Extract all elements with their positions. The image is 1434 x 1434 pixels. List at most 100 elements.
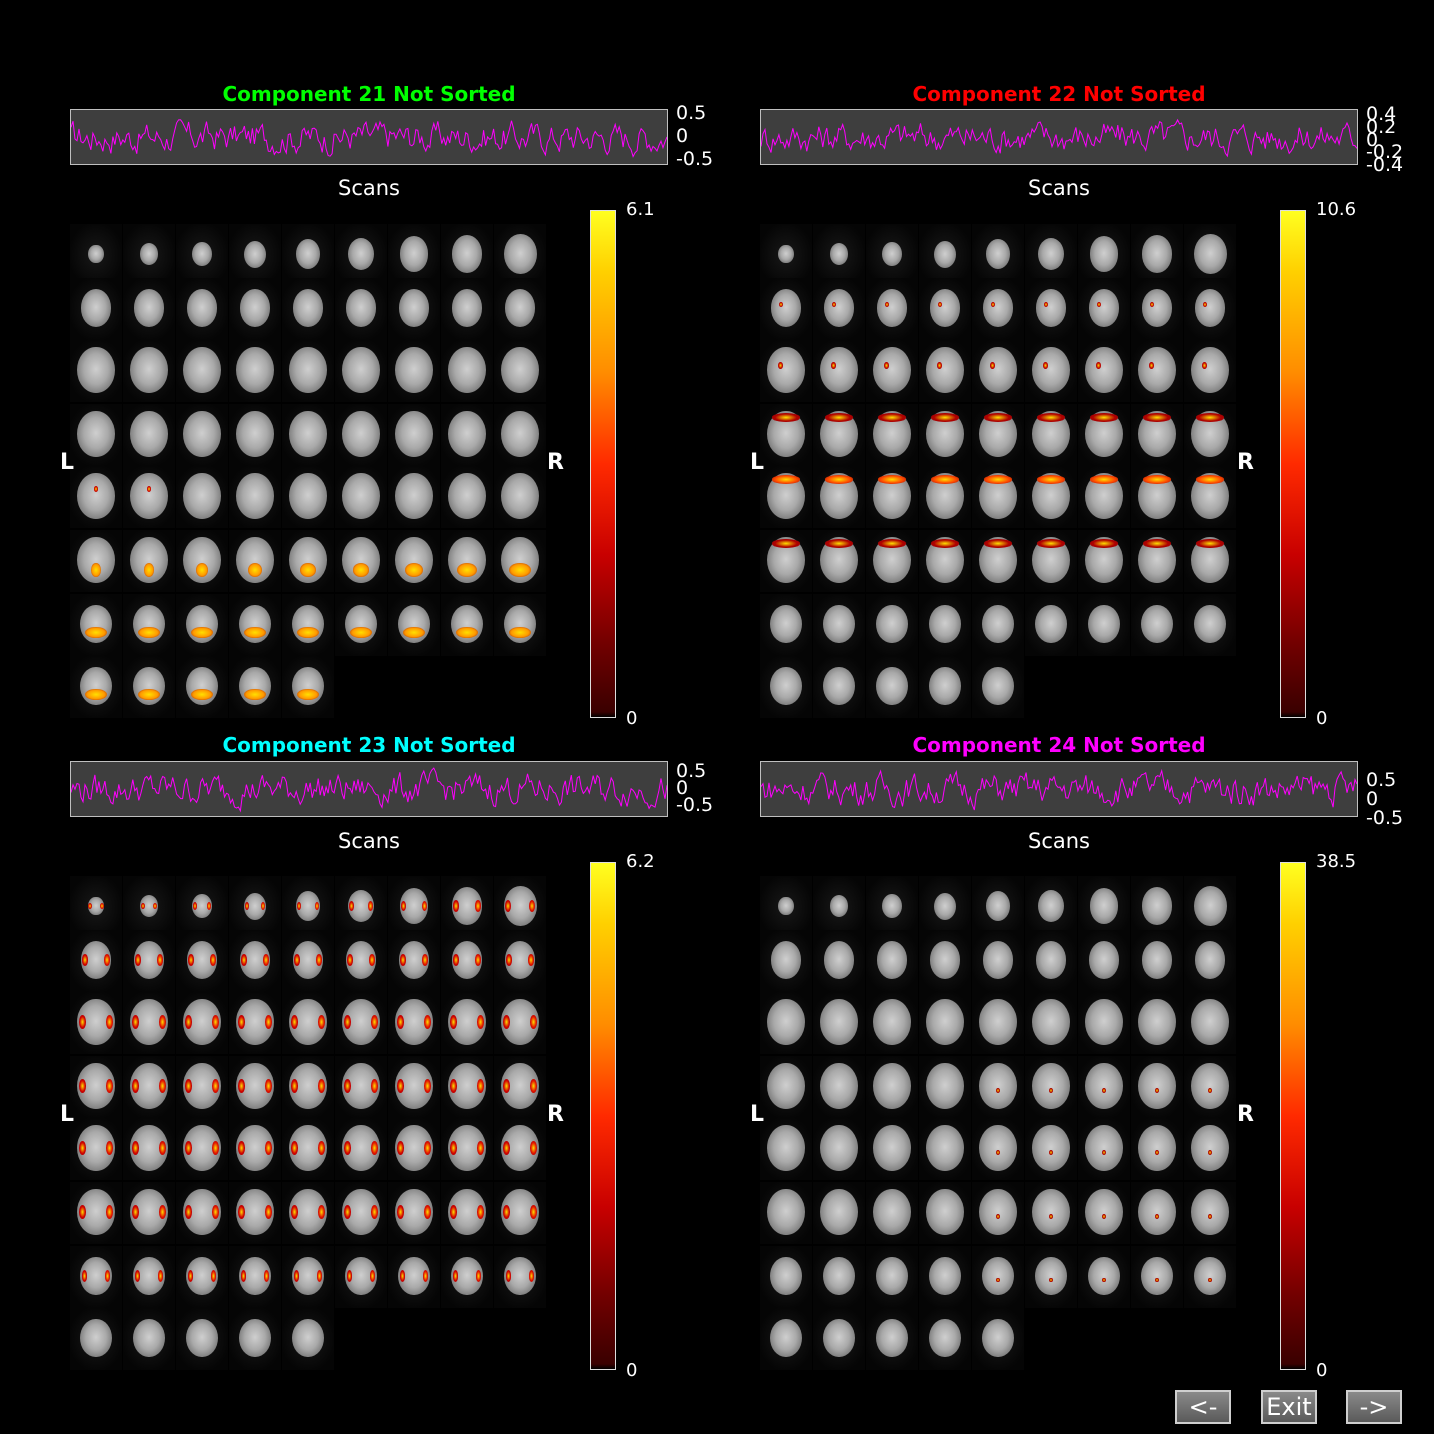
brain-tissue (873, 1189, 911, 1235)
timecourse-plot[interactable] (70, 761, 668, 817)
brain-slice (919, 1308, 971, 1370)
brain-slice (919, 278, 971, 340)
brain-tissue (501, 347, 539, 393)
brain-tissue (342, 347, 380, 393)
timecourse-plot[interactable] (760, 761, 1358, 817)
activation-blob (475, 900, 481, 912)
brain-slice (70, 530, 122, 592)
activation-blob (79, 1079, 86, 1093)
brain-slice (1025, 1056, 1077, 1118)
activation-blob (159, 1141, 166, 1155)
brain-tissue (929, 1318, 961, 1358)
activation-blob (371, 1015, 378, 1029)
brain-slice (176, 404, 228, 466)
activation-blob (265, 1205, 272, 1219)
activation-blob (79, 1205, 86, 1219)
activation-blob (530, 1141, 537, 1155)
next-button[interactable]: -> (1346, 1390, 1402, 1424)
slice-montage[interactable] (70, 862, 546, 1372)
activation-blob (508, 626, 532, 639)
ytick-label: 0.5 (676, 760, 707, 782)
activation-blob (106, 1015, 113, 1029)
activation-blob (1142, 539, 1172, 548)
timecourse-plot[interactable] (70, 109, 668, 165)
activation-blob (106, 1141, 113, 1155)
brain-tissue (1085, 1125, 1123, 1171)
brain-tissue (876, 289, 908, 327)
activation-blob (296, 626, 320, 639)
brain-tissue (979, 1063, 1017, 1109)
brain-slice (388, 1246, 440, 1308)
brain-slice (972, 1308, 1024, 1370)
brain-slice (494, 1056, 546, 1118)
brain-slice (441, 1056, 493, 1118)
brain-slice (866, 992, 918, 1054)
brain-tissue (80, 1318, 112, 1358)
brain-slice (229, 656, 281, 718)
activation-blob (503, 1015, 510, 1029)
brain-tissue (830, 243, 848, 265)
exit-button[interactable]: Exit (1261, 1390, 1317, 1424)
brain-slice (123, 224, 175, 286)
activation-blob (824, 539, 854, 548)
timecourse-plot[interactable] (760, 109, 1358, 165)
brain-slice (972, 930, 1024, 992)
brain-slice (919, 1056, 971, 1118)
brain-slice (813, 404, 865, 466)
activation-blob (212, 1205, 219, 1219)
brain-slice (1131, 466, 1183, 528)
activation-blob (352, 563, 370, 577)
activation-blob (159, 1015, 166, 1029)
brain-slice (1025, 466, 1077, 528)
activation-blob (937, 362, 942, 369)
brain-slice (919, 656, 971, 718)
brain-slice (229, 278, 281, 340)
activation-blob (344, 1205, 351, 1219)
slice-montage[interactable] (760, 862, 1236, 1372)
brain-slice (70, 1246, 122, 1308)
activation-blob (318, 1015, 325, 1029)
brain-slice (1025, 224, 1077, 286)
brain-slice (123, 992, 175, 1054)
brain-slice (229, 1118, 281, 1180)
brain-tissue (347, 237, 375, 271)
activation-blob (530, 1015, 537, 1029)
brain-slice (494, 992, 546, 1054)
activation-blob (91, 563, 101, 577)
brain-slice (282, 340, 334, 402)
brain-slice (176, 656, 228, 718)
brain-tissue (982, 666, 1014, 706)
slice-montage[interactable] (760, 210, 1236, 720)
brain-tissue (1032, 999, 1070, 1045)
previous-button[interactable]: <- (1175, 1390, 1231, 1424)
slice-montage[interactable] (70, 210, 546, 720)
brain-slice (229, 404, 281, 466)
brain-tissue (876, 1318, 908, 1358)
brain-tissue (77, 473, 115, 519)
brain-tissue (1141, 604, 1173, 644)
brain-tissue (1089, 236, 1119, 272)
brain-slice (919, 594, 971, 656)
brain-tissue (876, 604, 908, 644)
timecourse-line (761, 768, 1357, 811)
brain-tissue (982, 289, 1014, 327)
brain-tissue (289, 347, 327, 393)
brain-tissue (1141, 887, 1173, 925)
brain-slice (1184, 876, 1236, 938)
brain-slice (70, 656, 122, 718)
brain-slice (866, 1246, 918, 1308)
brain-slice (494, 1182, 546, 1244)
brain-tissue (239, 1318, 271, 1358)
activation-blob (983, 413, 1013, 422)
activation-blob (771, 413, 801, 422)
brain-slice (335, 930, 387, 992)
brain-slice (1131, 224, 1183, 286)
brain-slice (282, 1182, 334, 1244)
activation-blob (477, 1015, 484, 1029)
brain-tissue (1191, 1125, 1229, 1171)
activation-blob (318, 1205, 325, 1219)
brain-slice (441, 340, 493, 402)
brain-slice (441, 1246, 493, 1308)
brain-slice (760, 656, 812, 718)
brain-slice (1025, 1118, 1077, 1180)
